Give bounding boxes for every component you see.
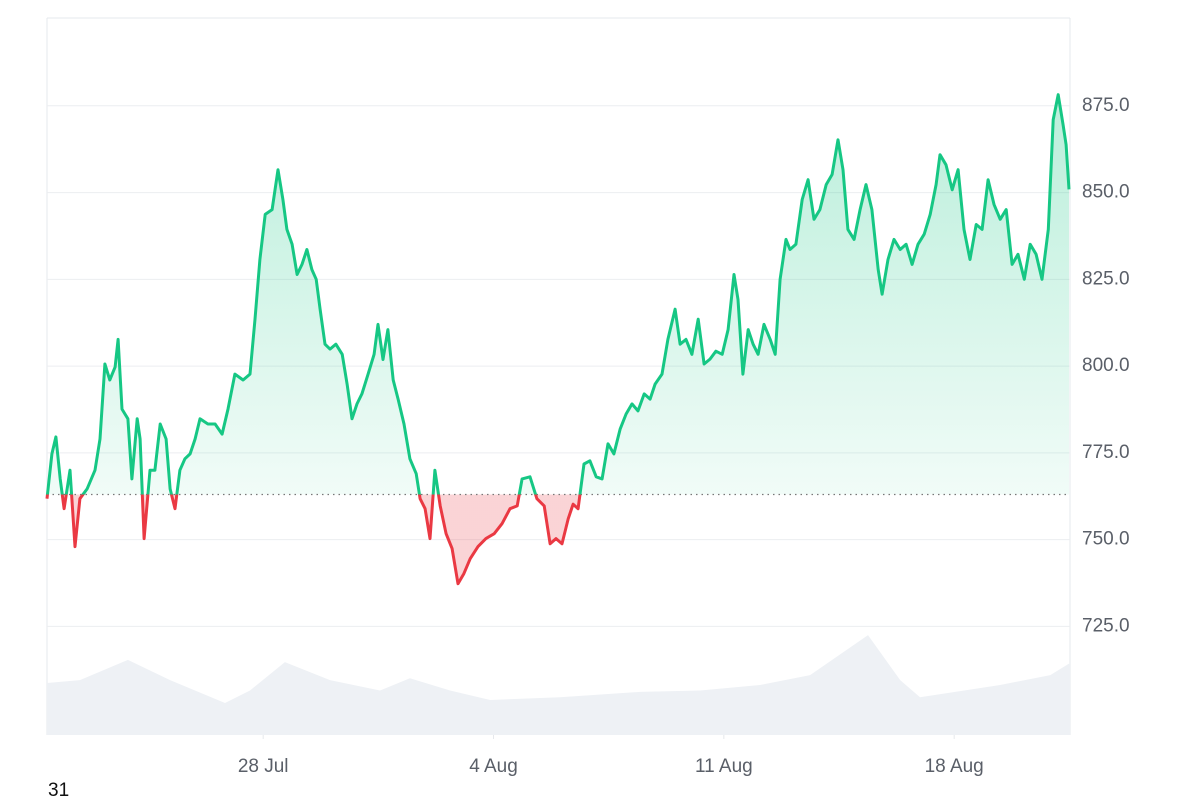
x-tick-label: 28 Jul [238, 756, 289, 777]
y-tick-label: 775.0 [1082, 442, 1130, 463]
price-line [45, 93, 1071, 586]
y-tick-label: 750.0 [1082, 529, 1130, 550]
y-tick-label: 825.0 [1082, 268, 1130, 289]
y-tick-label: 875.0 [1082, 95, 1130, 116]
x-tick-label: 4 Aug [469, 756, 518, 777]
volume-area [47, 635, 1070, 735]
price-area [47, 94, 1069, 584]
y-tick-label: 800.0 [1082, 355, 1130, 376]
y-tick-label: 850.0 [1082, 182, 1130, 203]
corner-label: 31 [48, 780, 69, 800]
x-tick-label: 11 Aug [695, 756, 753, 777]
x-tick-label: 18 Aug [925, 756, 984, 777]
y-tick-label: 725.0 [1082, 615, 1130, 636]
